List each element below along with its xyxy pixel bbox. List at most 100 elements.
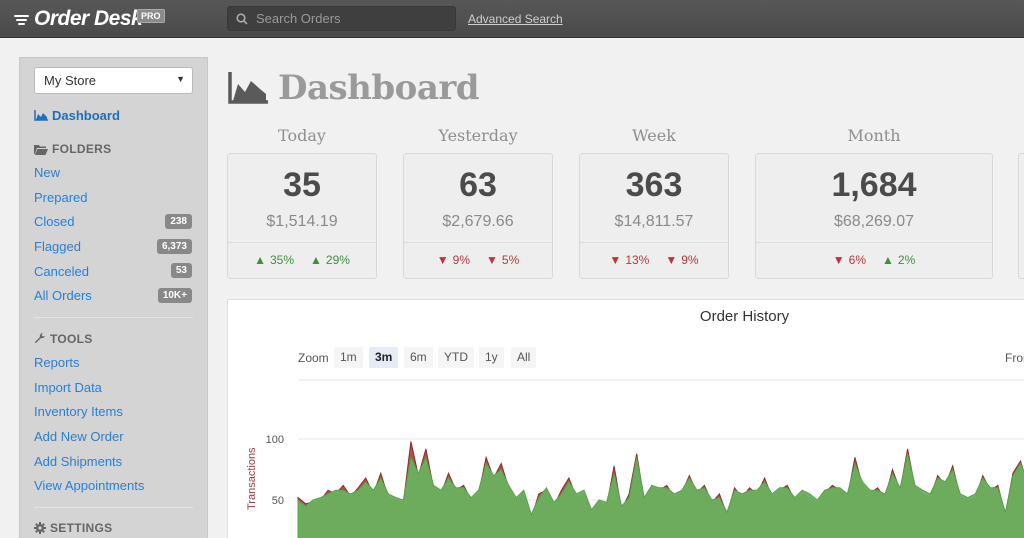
all-orders-count-badge: 10K+: [157, 288, 192, 303]
dropdown-caret-icon: ▼: [176, 74, 185, 84]
stat-card-partial: [1018, 153, 1024, 279]
order-history-panel: Order History Zoom 1m 3m 6m YTD 1y All F…: [227, 299, 1024, 538]
advanced-search-link[interactable]: Advanced Search: [468, 12, 563, 26]
sidebar-item-closed[interactable]: Closed: [34, 214, 74, 229]
store-select[interactable]: My Store ▼: [34, 67, 193, 94]
change-up: ▲ 2%: [882, 253, 915, 267]
zoom-6m-button[interactable]: 6m: [404, 347, 433, 368]
tools-header: TOOLS: [34, 332, 93, 346]
order-history-chart[interactable]: 50 100 Transactions: [228, 300, 1024, 538]
change-value: 29%: [325, 253, 350, 267]
stat-divider: [756, 242, 992, 243]
swoosh-icon: [14, 15, 29, 25]
y-tick-label: 100: [266, 434, 284, 446]
settings-header-label: SETTINGS: [50, 521, 113, 535]
stat-label-month: Month: [847, 126, 901, 145]
stat-card-week[interactable]: 363 $14,811.57 ▼ 13% ▼ 9%: [579, 153, 729, 279]
canceled-count-badge: 53: [170, 263, 192, 278]
sidebar-item-prepared[interactable]: Prepared: [34, 190, 87, 205]
chevron-up-icon: ▲: [882, 253, 894, 267]
zoom-label: Zoom: [298, 351, 329, 365]
change-down: ▼ 5%: [486, 253, 519, 267]
y-tick-label: 50: [272, 495, 284, 507]
change-up: ▲ 35%: [254, 253, 294, 267]
zoom-all-button[interactable]: All: [511, 347, 537, 368]
change-value: 35%: [269, 253, 294, 267]
stat-label-today: Today: [278, 126, 326, 145]
search-input[interactable]: [256, 11, 446, 26]
change-value: 9%: [681, 253, 699, 267]
zoom-1y-button[interactable]: 1y: [479, 347, 504, 368]
area-chart-icon: [228, 72, 268, 104]
stat-divider: [228, 242, 376, 243]
gear-icon: [34, 522, 46, 534]
change-value: 6%: [848, 253, 866, 267]
top-bar: Order Desk PRO Advanced Search: [0, 0, 1024, 38]
stat-divider: [580, 242, 728, 243]
stat-count: 1,684: [831, 166, 917, 204]
folders-header-label: FOLDERS: [52, 142, 112, 156]
stat-changes: ▼ 6% ▲ 2%: [756, 253, 992, 267]
sidebar-item-import-data[interactable]: Import Data: [34, 380, 102, 395]
stat-amount: $68,269.07: [833, 213, 915, 230]
stat-count: 63: [459, 166, 497, 204]
sidebar-item-flagged[interactable]: Flagged: [34, 239, 81, 254]
y-axis-label: Transactions: [246, 447, 258, 510]
pro-badge: PRO: [137, 9, 165, 23]
zoom-ytd-button[interactable]: YTD: [438, 347, 474, 368]
stat-changes: ▼ 13% ▼ 9%: [580, 253, 728, 267]
sidebar-item-label: Reports: [34, 355, 80, 370]
sidebar-item-label: Dashboard: [52, 108, 120, 123]
stat-label-week: Week: [632, 126, 676, 145]
stat-amount: $1,514.19: [266, 213, 338, 230]
stat-count: 363: [625, 166, 683, 204]
sidebar-item-label: Add Shipments: [34, 454, 123, 469]
zoom-3m-button[interactable]: 3m: [369, 347, 399, 368]
closed-count-badge: 238: [165, 214, 192, 229]
logo-text: Order Desk: [34, 7, 143, 30]
change-down: ▼ 9%: [437, 253, 470, 267]
folders-header: FOLDERS: [34, 142, 111, 156]
date-from-label: From: [1005, 351, 1024, 365]
change-down: ▼ 13%: [609, 253, 649, 267]
sidebar-item-label: Closed: [34, 214, 75, 229]
zoom-1m-button[interactable]: 1m: [334, 347, 363, 368]
stat-card-today[interactable]: 35 $1,514.19 ▲ 35% ▲ 29%: [227, 153, 377, 279]
settings-header: SETTINGS: [34, 521, 112, 535]
sidebar-item-label: Prepared: [34, 190, 88, 205]
chevron-down-icon: ▼: [486, 253, 498, 267]
sidebar-item-new[interactable]: New: [34, 165, 60, 180]
sidebar-item-label: Flagged: [34, 239, 81, 254]
stat-divider: [404, 242, 552, 243]
stat-count: 35: [283, 166, 321, 204]
chart-title: Order History: [699, 308, 790, 325]
flagged-count-badge: 6,373: [156, 239, 192, 254]
sidebar-item-inventory-items[interactable]: Inventory Items: [34, 404, 123, 419]
stat-label-yesterday: Yesterday: [438, 126, 518, 145]
change-up: ▲ 29%: [310, 253, 350, 267]
stat-card-yesterday[interactable]: 63 $2,679.66 ▼ 9% ▼ 5%: [403, 153, 553, 279]
sidebar-item-label: Add New Order: [34, 429, 124, 444]
stat-card-month[interactable]: 1,684 $68,269.07 ▼ 6% ▲ 2%: [755, 153, 993, 279]
sidebar-item-view-appointments[interactable]: View Appointments: [34, 478, 144, 493]
sidebar-item-add-new-order[interactable]: Add New Order: [34, 429, 124, 444]
search-icon: [236, 12, 248, 25]
sidebar-item-dashboard[interactable]: Dashboard: [34, 108, 120, 123]
search-box[interactable]: [227, 6, 456, 31]
sidebar-item-canceled[interactable]: Canceled: [34, 264, 89, 279]
series-area-1: [297, 453, 1024, 538]
logo[interactable]: Order Desk: [14, 7, 143, 31]
sidebar-item-reports[interactable]: Reports: [34, 355, 80, 370]
chevron-down-icon: ▼: [665, 253, 678, 267]
sidebar-divider: [34, 507, 193, 508]
wrench-icon: [35, 333, 45, 343]
change-value: 9%: [452, 253, 470, 267]
chevron-down-icon: ▼: [436, 253, 449, 267]
change-value: 13%: [625, 253, 650, 267]
chevron-down-icon: ▼: [832, 253, 845, 267]
stat-changes: ▲ 35% ▲ 29%: [228, 253, 376, 267]
sidebar-item-label: Canceled: [34, 264, 89, 279]
sidebar-item-add-shipments[interactable]: Add Shipments: [34, 454, 122, 469]
sidebar-item-all-orders[interactable]: All Orders: [34, 288, 92, 303]
stat-amount: $2,679.66: [442, 213, 514, 230]
